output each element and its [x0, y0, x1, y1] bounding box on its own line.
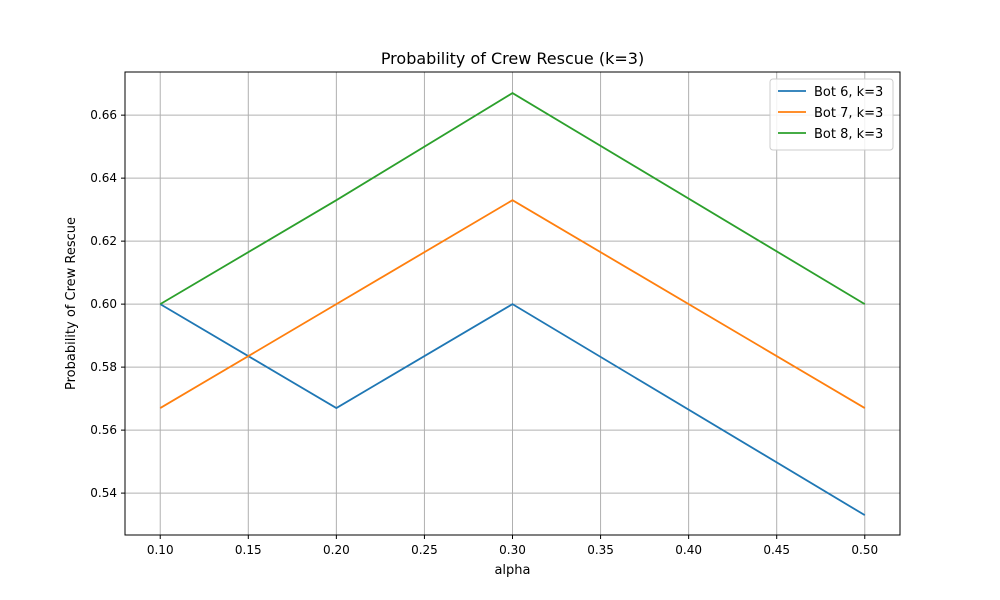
y-tick-label: 0.60 [90, 297, 117, 311]
legend-label-2: Bot 7, k=3 [814, 106, 883, 121]
x-tick-label: 0.35 [587, 543, 614, 557]
x-tick-label: 0.45 [763, 543, 790, 557]
y-tick-label: 0.62 [90, 234, 117, 248]
chart-title: Probability of Crew Rescue (k=3) [381, 49, 644, 68]
x-tick-label: 0.40 [675, 543, 702, 557]
y-axis-label: Probability of Crew Rescue [64, 217, 79, 390]
y-tick-label: 0.56 [90, 423, 117, 437]
legend-label-3: Bot 8, k=3 [814, 127, 883, 142]
legend-label-1: Bot 6, k=3 [814, 85, 883, 100]
x-tick-label: 0.15 [235, 543, 262, 557]
series-line-3 [159, 92, 866, 305]
legend: Bot 6, k=3 Bot 7, k=3 Bot 8, k=3 [769, 78, 894, 151]
x-tick-label: 0.20 [323, 543, 350, 557]
y-tick-label: 0.58 [90, 360, 117, 374]
series-line-2 [159, 199, 866, 409]
series-lines [159, 92, 866, 516]
x-axis-label: alpha [494, 563, 530, 578]
x-tick-label: 0.25 [411, 543, 438, 557]
y-tick-label: 0.54 [90, 486, 117, 500]
y-tick-label: 0.64 [90, 171, 117, 185]
axis-ticks: 0.10 0.15 0.20 0.25 0.30 0.35 0.40 0.45 0.50 0.54… [90, 108, 878, 557]
x-tick-label: 0.30 [499, 543, 526, 557]
y-tick-label: 0.66 [90, 108, 117, 122]
x-tick-label: 0.10 [147, 543, 174, 557]
x-tick-label: 0.50 [851, 543, 878, 557]
